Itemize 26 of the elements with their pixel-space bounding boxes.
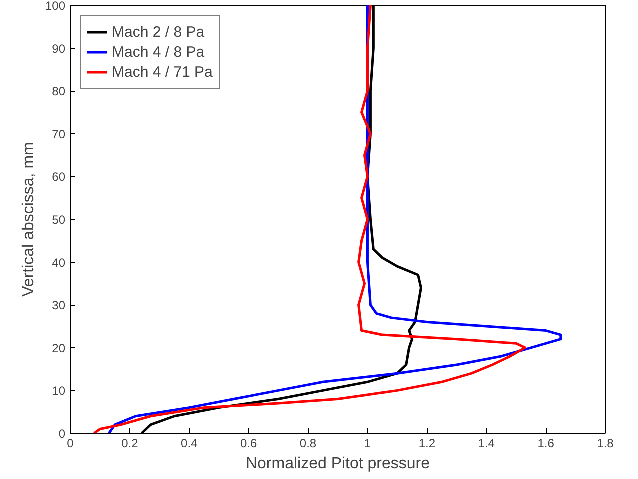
y-tick-label: 0 xyxy=(58,427,66,441)
y-tick-label: 100 xyxy=(45,0,66,13)
x-axis-title: Normalized Pitot pressure xyxy=(246,456,430,472)
x-tick-label: 1.8 xyxy=(597,436,614,450)
y-tick-label: 30 xyxy=(52,298,66,313)
y-tick-label: 70 xyxy=(52,127,66,142)
y-tick-label: 20 xyxy=(52,341,66,356)
y-tick-label: 60 xyxy=(52,170,66,184)
x-tick-label: 1.2 xyxy=(418,436,436,450)
x-tick-label: 1.4 xyxy=(478,436,496,450)
y-tick-label: 10 xyxy=(52,384,66,398)
legend-label: Mach 4 / 71 Pa xyxy=(112,64,213,80)
y-tick-label: 40 xyxy=(52,256,66,270)
x-tick-label: 0.4 xyxy=(181,436,198,450)
x-tick-label: 0.6 xyxy=(240,436,258,450)
y-tick-label: 50 xyxy=(52,213,66,227)
x-tick-label: 0.2 xyxy=(122,436,139,450)
x-tick-label: 0.8 xyxy=(300,436,317,450)
x-tick-label: 0 xyxy=(67,436,74,450)
x-tick-label: 1.6 xyxy=(538,436,555,450)
legend-label: Mach 4 / 8 Pa xyxy=(112,44,205,60)
x-tick-label: 1 xyxy=(364,436,372,450)
y-axis-title: Vertical abscissa, mm xyxy=(20,142,38,297)
y-tick-label: 80 xyxy=(52,84,66,99)
legend-label: Mach 2 / 8 Pa xyxy=(112,24,205,40)
y-tick-label: 90 xyxy=(52,42,66,56)
